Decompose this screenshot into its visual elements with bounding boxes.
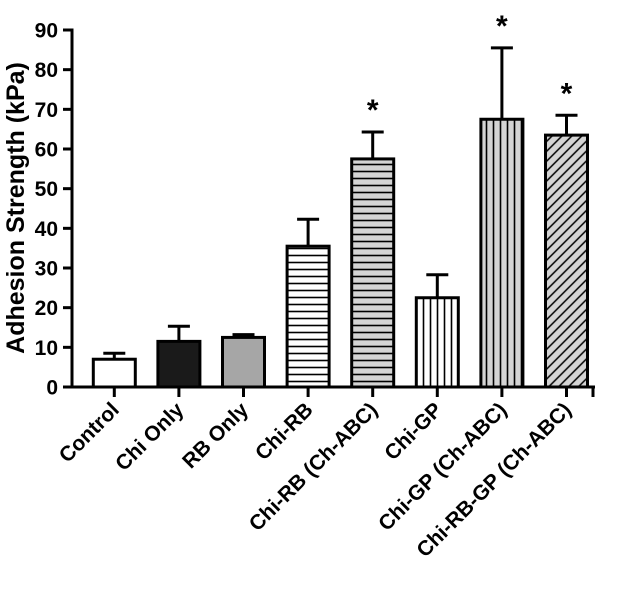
- significance-annotations: * * *: [367, 10, 573, 127]
- y-tick-label: 20: [35, 297, 58, 320]
- y-tick-label: 90: [35, 20, 58, 43]
- bar: [544, 133, 589, 389]
- significance-star: *: [561, 77, 573, 110]
- y-tick-label: 40: [35, 218, 58, 241]
- error-bar: [232, 333, 255, 338]
- y-tick-label: 0: [46, 377, 58, 400]
- x-category-label: Chi-RB (Ch-ABC): [245, 398, 383, 536]
- bar: [156, 339, 202, 389]
- x-category-label: RB Only: [178, 398, 253, 473]
- x-category-label: Chi-GP: [380, 398, 447, 465]
- error-bar: [361, 130, 384, 159]
- error-bar: [490, 46, 513, 120]
- error-bars: [103, 46, 578, 360]
- y-axis-label: Adhesion Strength (kPa): [2, 62, 30, 354]
- x-category-label: Chi-RB: [251, 398, 318, 465]
- y-tick-label: 70: [35, 99, 58, 122]
- error-bar: [426, 273, 449, 298]
- error-bar: [167, 324, 190, 342]
- error-bar: [555, 113, 578, 136]
- bar: [285, 244, 331, 389]
- bars: [91, 117, 589, 389]
- error-bar: [103, 351, 126, 360]
- y-tick-label: 30: [35, 258, 58, 281]
- y-tick-label: 60: [35, 139, 58, 162]
- bar: [479, 117, 525, 389]
- y-tick-label: 50: [35, 178, 58, 201]
- bar: [414, 296, 460, 389]
- bar: [221, 335, 266, 389]
- significance-star: *: [496, 10, 508, 43]
- error-bar: [297, 217, 320, 247]
- y-tick-label: 10: [35, 337, 58, 360]
- x-axis-ticks: [112, 387, 595, 397]
- bar: [350, 157, 396, 389]
- y-tick-label: 80: [35, 59, 58, 82]
- y-axis-ticks: 0 10 20 30 40 50 60 70 80 90: [35, 20, 72, 400]
- x-category-label: Chi Only: [111, 398, 189, 476]
- significance-star: *: [367, 94, 379, 127]
- bar: [91, 357, 137, 389]
